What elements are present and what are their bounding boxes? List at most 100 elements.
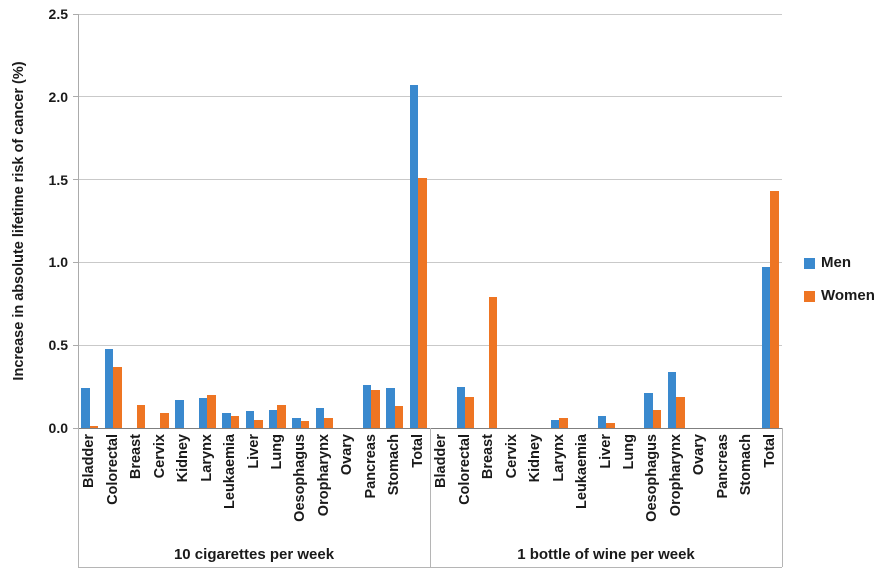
bar-women (254, 419, 263, 428)
y-axis-tick (73, 344, 78, 346)
y-axis-tick (73, 96, 78, 98)
bar-women (277, 404, 286, 428)
category-label: Colorectal (104, 434, 121, 505)
bar-women (770, 191, 779, 428)
bar-men (292, 418, 301, 428)
bar-women (371, 389, 380, 428)
legend-label: Men (821, 254, 851, 271)
y-axis-tick (73, 179, 78, 181)
bar-men (104, 348, 114, 428)
group-separator (430, 428, 431, 567)
legend-item-men: Men (804, 253, 875, 273)
group-separator (782, 428, 783, 567)
category-label: Colorectal (456, 434, 473, 505)
category-label: Total (409, 434, 426, 468)
category-label: Oropharynx (315, 434, 332, 517)
category-label: Larynx (198, 434, 215, 482)
bar-men (386, 388, 395, 428)
bar-women (559, 418, 568, 428)
category-label: Ovary (339, 434, 356, 476)
y-axis-tick-label: 2.5 (48, 6, 68, 22)
y-axis-tick (73, 427, 78, 429)
bar-men (315, 408, 325, 428)
bar-women (324, 418, 333, 428)
category-label: Breast (128, 434, 145, 480)
category-label: Cervix (151, 434, 168, 479)
category-label: Ovary (691, 434, 708, 476)
category-label: Stomach (386, 434, 403, 496)
bar-men (198, 398, 208, 428)
category-label: Oropharynx (667, 434, 684, 517)
category-label: Stomach (738, 434, 755, 496)
bar-men (597, 416, 606, 428)
bar-women (160, 413, 169, 428)
legend-swatch-women (804, 290, 815, 302)
category-label: Lung (620, 434, 637, 470)
bar-men (409, 85, 419, 428)
legend-swatch-men (804, 257, 815, 269)
y-axis-tick-label: 0.0 (48, 420, 68, 436)
bar-men (245, 411, 254, 428)
bar-men (644, 393, 653, 428)
y-axis-tick-label: 1.5 (48, 171, 68, 188)
category-label: Kidney (175, 434, 192, 483)
bar-men (222, 413, 231, 428)
category-label: Breast (480, 434, 497, 480)
bar-women (207, 394, 216, 428)
y-axis-tick-label: 1.0 (48, 254, 68, 271)
group-label-cigarettes: 10 cigarettes per week (173, 546, 335, 563)
y-axis-tick-label: 0.5 (48, 337, 68, 354)
group-label-wine: 1 bottle of wine per week (517, 546, 695, 563)
bar-men (550, 419, 560, 428)
category-label: Oesophagus (644, 434, 661, 522)
category-label: Lung (268, 434, 285, 470)
bar-men (81, 388, 90, 428)
y-axis-tick (73, 261, 78, 263)
gridline (78, 96, 782, 98)
category-label: Total (761, 434, 778, 468)
category-label: Kidney (527, 434, 544, 483)
bar-women (652, 409, 662, 428)
bar-women (418, 177, 427, 428)
bar-men (667, 371, 677, 428)
legend-item-women: Women (804, 286, 875, 306)
bar-women (300, 421, 310, 428)
legend: Men Women (804, 253, 875, 319)
bar-women (113, 366, 122, 428)
bar-men (761, 267, 771, 428)
category-label: Cervix (503, 434, 520, 479)
bar-women (488, 297, 498, 428)
category-label: Pancreas (362, 434, 379, 499)
axis-bottom-frame (78, 567, 782, 568)
gridline (78, 179, 782, 181)
category-label: Oesophagus (292, 434, 309, 522)
bar-women (606, 423, 615, 428)
category-label: Leukaemia (574, 434, 591, 509)
bar-women (89, 426, 99, 428)
category-label: Bladder (433, 434, 450, 488)
bar-men (362, 384, 372, 428)
bar-women (676, 396, 685, 428)
category-label: Larynx (550, 434, 567, 482)
bar-women (136, 404, 146, 428)
group-separator (78, 428, 79, 567)
gridline (78, 344, 782, 346)
bar-men (268, 409, 278, 428)
category-label: Liver (245, 434, 262, 469)
bar-women (230, 416, 240, 428)
bar-men (175, 399, 184, 428)
category-label: Liver (597, 434, 614, 469)
bar-men (456, 386, 466, 428)
gridline (78, 13, 782, 15)
bar-women (394, 406, 404, 428)
y-axis-line (78, 14, 79, 428)
bar-women (465, 396, 474, 428)
y-axis-tick-label: 2.0 (48, 88, 68, 105)
category-label: Pancreas (714, 434, 731, 499)
y-axis-tick (73, 13, 78, 15)
category-label: Bladder (81, 434, 98, 488)
legend-label: Women (821, 287, 875, 304)
gridline (78, 261, 782, 263)
